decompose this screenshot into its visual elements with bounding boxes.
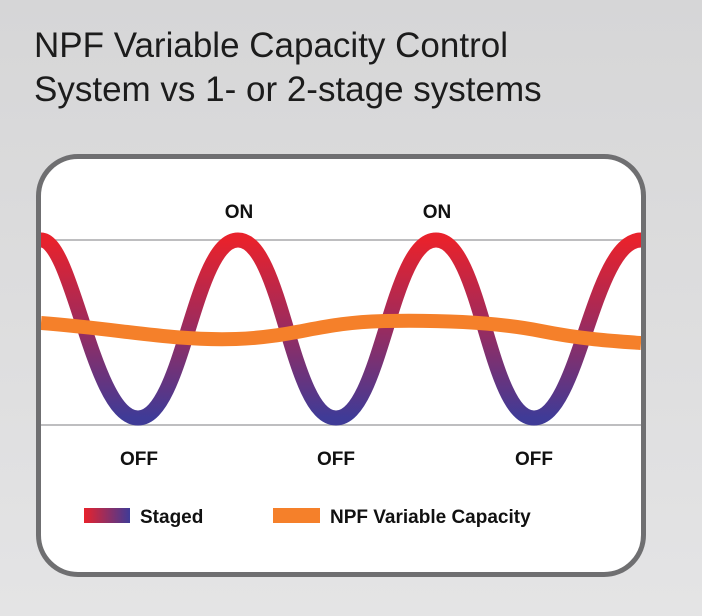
on-label: ON	[225, 202, 254, 223]
variable-legend-label: NPF Variable Capacity	[330, 507, 531, 528]
off-label: OFF	[317, 449, 355, 470]
title-line-1: NPF Variable Capacity Control	[34, 26, 508, 65]
off-label: OFF	[120, 449, 158, 470]
variable-legend-swatch	[273, 508, 320, 523]
off-label: OFF	[515, 449, 553, 470]
page-title: NPF Variable Capacity Control System vs …	[34, 24, 674, 112]
title-line-2: System vs 1- or 2-stage systems	[34, 70, 542, 109]
comparison-panel: ON ON OFF OFF OFF Staged NPF Variable Ca…	[36, 154, 646, 577]
staged-legend-swatch	[84, 508, 130, 523]
staged-wave	[41, 232, 641, 426]
variable-capacity-wave	[41, 313, 641, 350]
staged-legend-label: Staged	[140, 507, 203, 528]
comparison-diagram: ON ON OFF OFF OFF Staged NPF Variable Ca…	[41, 202, 641, 528]
on-label: ON	[423, 202, 452, 223]
legend: Staged NPF Variable Capacity	[84, 507, 531, 528]
